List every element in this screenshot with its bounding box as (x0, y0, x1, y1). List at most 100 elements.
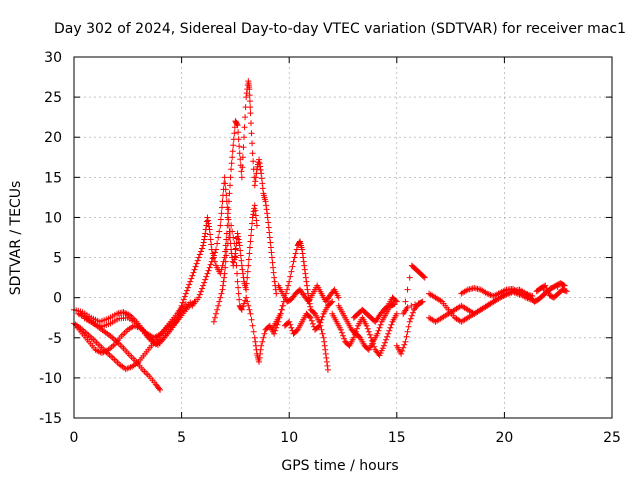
data-point-marker (263, 202, 270, 209)
data-point-marker (407, 315, 414, 322)
chart-title: Day 302 of 2024, Sidereal Day-to-day VTE… (54, 21, 626, 37)
series-mid-2 (275, 282, 342, 305)
data-point-marker (231, 253, 238, 260)
x-tick-label: 20 (495, 430, 513, 446)
data-point-marker (244, 268, 251, 275)
data-point-marker (228, 222, 235, 229)
data-point-marker (181, 293, 188, 300)
data-point-marker (307, 303, 314, 310)
data-point-marker (238, 306, 245, 313)
series-rise-2 (189, 174, 260, 309)
y-tick-label: -10 (39, 371, 62, 387)
data-point-marker (363, 322, 370, 329)
data-point-marker (235, 284, 242, 291)
data-point-marker (267, 244, 274, 251)
data-point-marker (338, 329, 345, 336)
data-point-marker (293, 246, 300, 253)
data-point-marker (222, 186, 229, 193)
data-point-marker (196, 251, 203, 258)
data-point-marker (309, 320, 316, 327)
data-point-marker (261, 330, 268, 337)
data-point-marker (195, 294, 202, 301)
data-point-marker (236, 296, 243, 303)
data-point-marker (278, 306, 285, 313)
data-point-marker (268, 249, 275, 256)
data-point-marker (269, 259, 276, 266)
data-point-marker (412, 301, 419, 308)
data-point-marker (247, 238, 254, 245)
data-point-marker (229, 228, 236, 235)
data-point-marker (324, 362, 331, 369)
data-point-marker (256, 160, 263, 167)
data-point-marker (196, 291, 203, 298)
data-point-marker (321, 338, 328, 345)
data-point-marker (249, 220, 256, 227)
series-late-3 (458, 285, 536, 304)
data-point-marker (205, 220, 212, 227)
y-tick-label: 10 (44, 210, 62, 226)
data-point-marker (206, 223, 213, 230)
data-point-marker (237, 247, 244, 254)
data-point-marker (266, 229, 273, 236)
data-point-marker (323, 354, 330, 361)
data-point-marker (247, 110, 254, 117)
data-point-marker (376, 324, 383, 331)
data-point-marker (384, 303, 391, 310)
data-point-marker (257, 166, 264, 173)
data-point-marker (189, 272, 196, 279)
data-point-marker (218, 266, 225, 273)
data-point-marker (224, 240, 231, 247)
series-rise-3 (210, 222, 286, 365)
data-point-marker (199, 245, 206, 252)
data-point-marker (205, 267, 212, 274)
data-point-marker (252, 342, 259, 349)
series-midlate-3 (350, 294, 400, 325)
data-point-marker (232, 254, 239, 261)
data-point-marker (335, 294, 342, 301)
data-point-marker (246, 92, 253, 99)
data-point-marker (388, 321, 395, 328)
data-point-marker (270, 264, 277, 271)
data-point-marker (232, 246, 239, 253)
data-point-marker (318, 316, 325, 323)
data-point-marker (204, 217, 211, 224)
data-point-marker (230, 259, 237, 266)
series-mid-3 (281, 298, 336, 337)
data-point-marker (420, 273, 427, 280)
data-point-marker (234, 122, 241, 129)
data-point-marker (243, 286, 250, 293)
data-point-marker (400, 310, 407, 317)
data-point-marker (204, 214, 211, 221)
data-point-marker (256, 358, 263, 365)
data-point-marker (322, 350, 329, 357)
data-point-marker (229, 154, 236, 161)
series-arc-early-4 (73, 301, 189, 357)
y-tick-label: 15 (44, 170, 62, 186)
data-point-marker (303, 282, 310, 289)
data-point-marker (246, 98, 253, 105)
data-point-marker (399, 347, 406, 354)
data-point-marker (233, 262, 240, 269)
data-point-marker (231, 130, 238, 137)
data-point-marker (337, 326, 344, 333)
x-tick-label: 25 (603, 430, 621, 446)
data-point-marker (223, 192, 230, 199)
data-layer (71, 78, 570, 393)
series-late-4 (522, 280, 570, 305)
data-point-marker (302, 270, 309, 277)
data-point-marker (350, 334, 357, 341)
data-point-marker (215, 302, 222, 309)
data-point-marker (310, 309, 317, 316)
data-point-marker (266, 234, 273, 241)
data-point-marker (402, 298, 409, 305)
data-point-marker (287, 321, 294, 328)
data-point-marker (213, 246, 220, 253)
data-point-marker (230, 142, 237, 149)
data-point-marker (289, 263, 296, 270)
data-point-marker (237, 252, 244, 259)
data-point-marker (234, 230, 241, 237)
data-point-marker (393, 298, 400, 305)
grid-layer (74, 57, 612, 418)
data-point-marker (271, 330, 278, 337)
